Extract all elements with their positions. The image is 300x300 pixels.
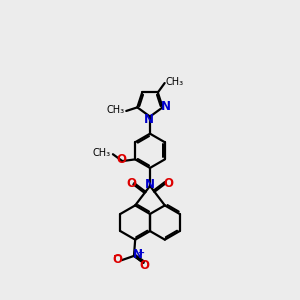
- Text: N: N: [133, 248, 143, 261]
- Text: O: O: [126, 177, 136, 190]
- Text: N: N: [161, 100, 171, 113]
- Text: +: +: [138, 248, 145, 256]
- Text: CH₃: CH₃: [166, 77, 184, 87]
- Text: N: N: [145, 178, 155, 191]
- Text: N: N: [144, 113, 154, 126]
- Text: O: O: [140, 259, 150, 272]
- Text: O: O: [112, 253, 122, 266]
- Text: CH₃: CH₃: [93, 148, 111, 158]
- Text: O: O: [164, 177, 174, 190]
- Text: O: O: [116, 153, 126, 167]
- Text: CH₃: CH₃: [107, 105, 125, 115]
- Text: −: −: [113, 251, 122, 261]
